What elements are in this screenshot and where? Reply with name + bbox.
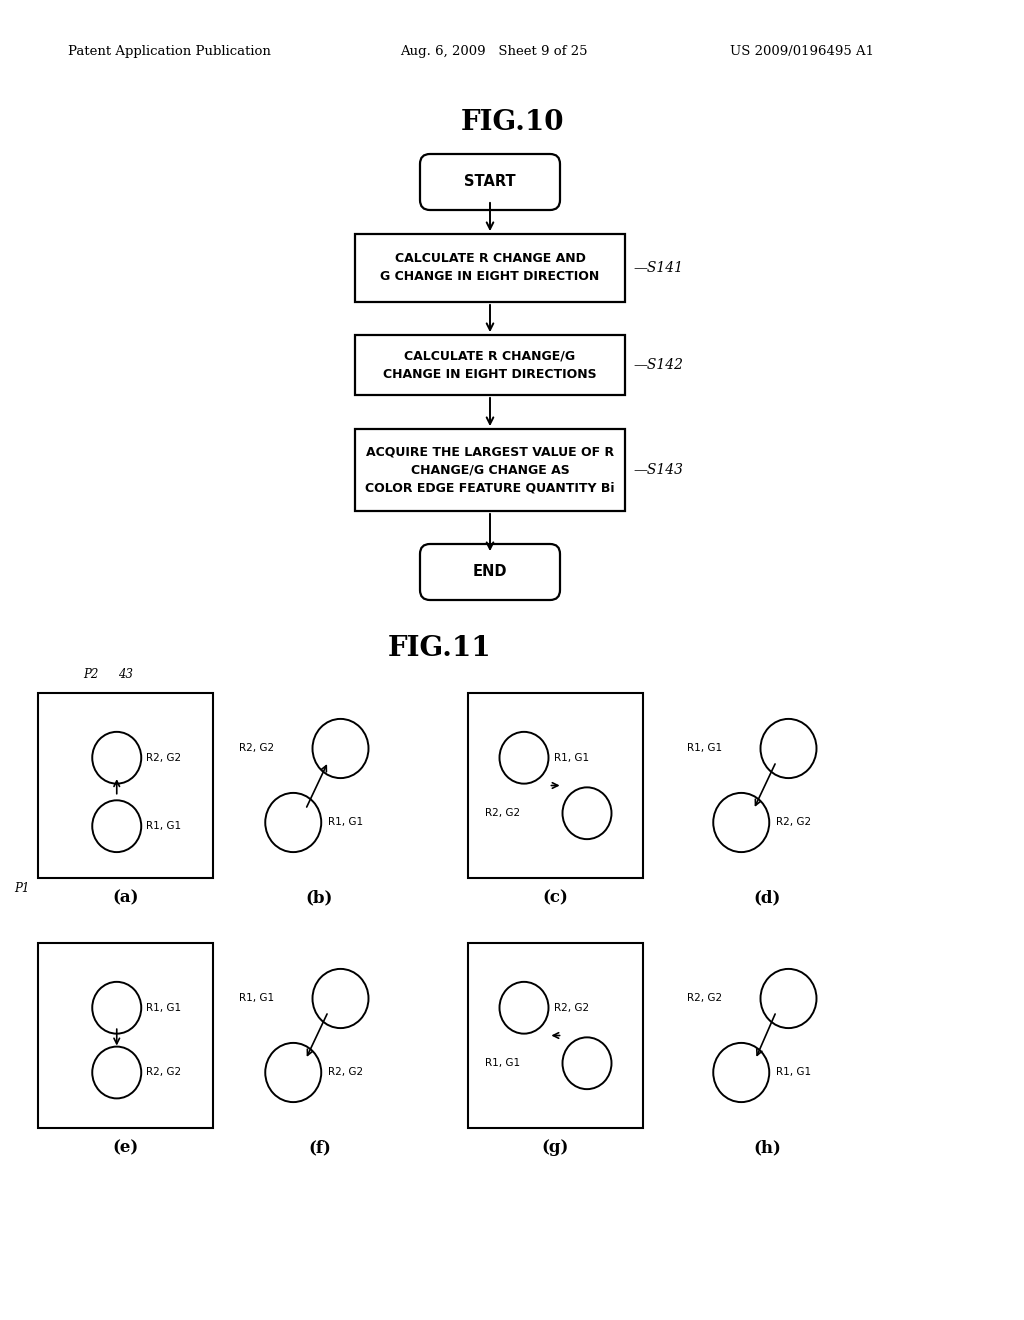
Text: —S141: —S141 [633,261,683,275]
Bar [468,693,643,878]
Bar [38,693,213,878]
Ellipse shape [312,969,369,1028]
Text: CALCULATE R CHANGE AND
G CHANGE IN EIGHT DIRECTION: CALCULATE R CHANGE AND G CHANGE IN EIGHT… [380,252,600,284]
Text: R1, G1: R1, G1 [146,821,181,832]
Ellipse shape [265,793,322,853]
Ellipse shape [500,982,549,1034]
Text: R1, G1: R1, G1 [554,752,589,763]
Text: —S143: —S143 [633,463,683,477]
Text: (b): (b) [306,890,333,907]
Ellipse shape [312,719,369,777]
Text: R1, G1: R1, G1 [485,1059,520,1068]
Text: R2, G2: R2, G2 [687,994,722,1003]
Ellipse shape [714,1043,769,1102]
FancyBboxPatch shape [420,544,560,601]
Text: 43: 43 [118,668,133,681]
Text: R1, G1: R1, G1 [239,994,274,1003]
Text: P1: P1 [14,882,30,895]
Text: FIG.11: FIG.11 [388,635,492,661]
Text: Patent Application Publication: Patent Application Publication [68,45,271,58]
FancyBboxPatch shape [420,154,560,210]
Bar [38,942,213,1129]
Bar [355,335,625,395]
Text: (a): (a) [113,890,138,907]
Ellipse shape [761,969,816,1028]
Bar [468,942,643,1129]
Bar [355,429,625,511]
Text: (h): (h) [754,1139,781,1156]
Ellipse shape [92,731,141,784]
Text: R2, G2: R2, G2 [485,808,520,818]
Text: END: END [473,565,507,579]
Text: US 2009/0196495 A1: US 2009/0196495 A1 [730,45,874,58]
Ellipse shape [265,1043,322,1102]
Ellipse shape [562,787,611,840]
Ellipse shape [714,793,769,853]
Text: Aug. 6, 2009   Sheet 9 of 25: Aug. 6, 2009 Sheet 9 of 25 [400,45,588,58]
Text: (f): (f) [308,1139,331,1156]
Text: (d): (d) [754,890,781,907]
Ellipse shape [562,1038,611,1089]
Text: R1, G1: R1, G1 [329,817,364,828]
Text: FIG.10: FIG.10 [460,108,564,136]
Text: P2: P2 [83,668,98,681]
Ellipse shape [761,719,816,777]
Text: —S142: —S142 [633,358,683,372]
Text: START: START [464,174,516,190]
Ellipse shape [92,982,141,1034]
Text: R2, G2: R2, G2 [239,743,274,754]
Text: ACQUIRE THE LARGEST VALUE OF R
CHANGE/G CHANGE AS
COLOR EDGE FEATURE QUANTITY Bi: ACQUIRE THE LARGEST VALUE OF R CHANGE/G … [366,446,614,495]
Bar [355,234,625,302]
Text: R2, G2: R2, G2 [554,1003,589,1012]
Ellipse shape [92,800,141,853]
Text: (g): (g) [542,1139,569,1156]
Ellipse shape [92,1047,141,1098]
Text: (e): (e) [113,1139,138,1156]
Text: R1, G1: R1, G1 [146,1003,181,1012]
Text: CALCULATE R CHANGE/G
CHANGE IN EIGHT DIRECTIONS: CALCULATE R CHANGE/G CHANGE IN EIGHT DIR… [383,350,597,380]
Text: R2, G2: R2, G2 [776,817,811,828]
Text: (c): (c) [543,890,568,907]
Text: R2, G2: R2, G2 [146,752,181,763]
Ellipse shape [500,731,549,784]
Text: R2, G2: R2, G2 [329,1068,364,1077]
Text: R2, G2: R2, G2 [146,1068,181,1077]
Text: R1, G1: R1, G1 [776,1068,811,1077]
Text: R1, G1: R1, G1 [687,743,722,754]
